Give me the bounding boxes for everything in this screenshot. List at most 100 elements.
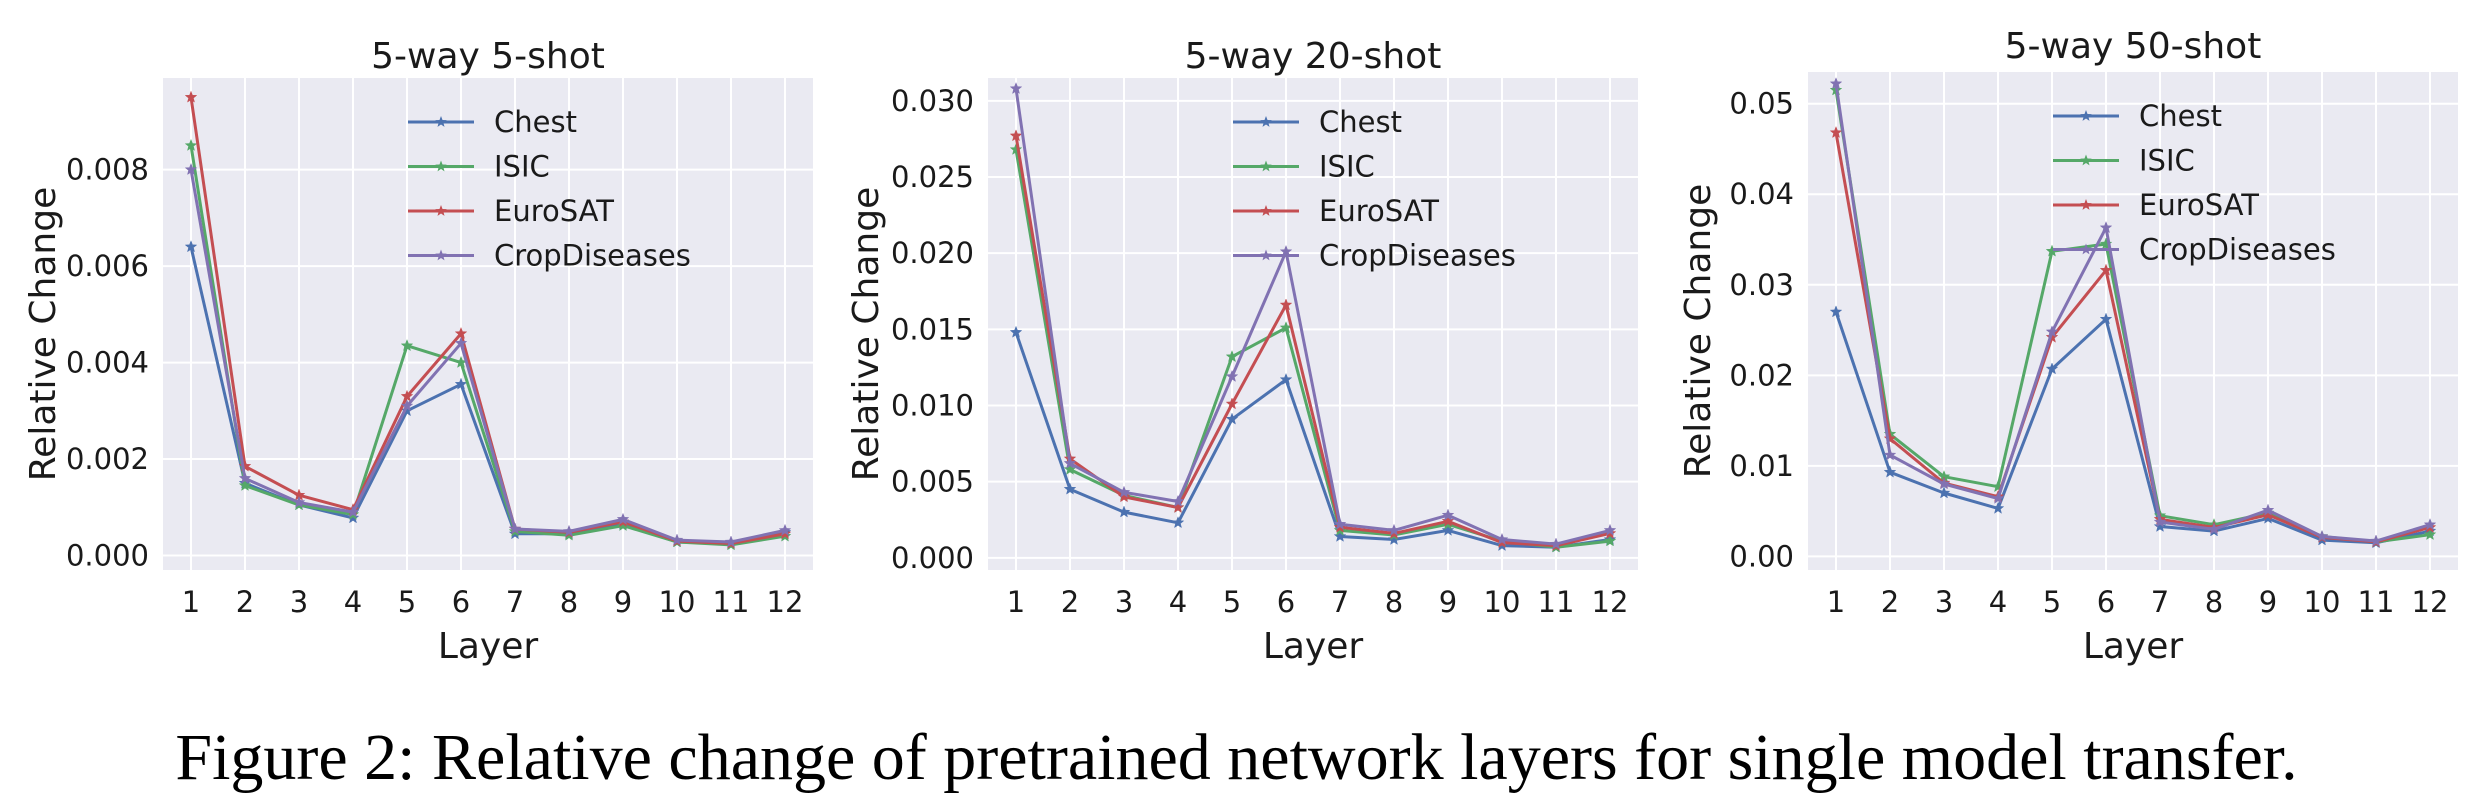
data-point <box>400 404 414 417</box>
data-point <box>2369 534 2383 547</box>
data-point <box>1441 523 1455 536</box>
x-tick-label: 2 <box>236 585 254 619</box>
legend-marker <box>1260 249 1272 261</box>
chart-title: 5-way 5-shot <box>371 36 605 77</box>
legend-marker <box>1260 160 1272 172</box>
y-tick-label: 0.002 <box>66 442 149 476</box>
x-tick-label: 7 <box>1331 585 1349 619</box>
chart-panel-3: 1 2 3 4 5 6 7 8 9 10 11 120.000.010.020.030.040.055… <box>1678 26 2458 667</box>
data-point <box>2261 503 2275 516</box>
data-point <box>454 377 468 390</box>
data-point <box>1171 500 1185 513</box>
data-point <box>1063 482 1077 495</box>
x-tick-label: 1 <box>1007 585 1025 619</box>
series-line <box>1014 88 1611 546</box>
data-point <box>1009 142 1023 155</box>
data-point <box>184 240 198 253</box>
data-point <box>1009 325 1023 338</box>
data-point <box>1991 491 2005 504</box>
y-axis-label: Relative Change <box>23 187 64 481</box>
data-point <box>2045 362 2059 375</box>
data-point <box>1549 537 1563 550</box>
y-tick-label: 0.05 <box>1729 87 1794 121</box>
plot-area <box>1808 72 2458 570</box>
x-tick-label: 5 <box>1223 585 1241 619</box>
x-tick-label: 5 <box>2043 585 2061 619</box>
data-point <box>292 495 306 508</box>
data-point <box>1883 465 1897 478</box>
y-tick-label: 0.04 <box>1729 177 1794 211</box>
data-point <box>2423 528 2437 541</box>
legend: Chest ISIC EuroSAT CropDiseases <box>408 105 691 273</box>
data-point <box>1387 532 1401 545</box>
y-tick-label: 0.008 <box>66 153 149 187</box>
y-tick-label: 0.005 <box>891 465 974 499</box>
data-point <box>346 511 360 524</box>
legend-entry-isic: ISIC <box>1319 150 1375 184</box>
data-point <box>1225 397 1239 410</box>
x-axis-label: Layer <box>2083 626 2184 667</box>
data-point <box>2153 519 2167 532</box>
legend-entry-isic: ISIC <box>494 150 550 184</box>
data-point <box>400 389 414 402</box>
x-tick-label: 10 <box>659 585 696 619</box>
data-point <box>1883 448 1897 461</box>
plot-area <box>988 78 1638 570</box>
series-line <box>1014 331 1611 549</box>
x-axis-label: Layer <box>1263 626 1364 667</box>
x-tick-label: 6 <box>1277 585 1295 619</box>
y-tick-label: 0.000 <box>891 541 974 575</box>
legend-entry-chest: Chest <box>494 105 577 139</box>
data-point <box>454 326 468 340</box>
data-point <box>1063 456 1077 469</box>
x-tick-label: 5 <box>398 585 416 619</box>
legend-marker <box>2080 199 2092 210</box>
plot-area <box>163 78 813 570</box>
legend-marker <box>1260 205 1272 216</box>
data-point <box>238 471 252 484</box>
x-tick-label: 11 <box>1538 585 1575 619</box>
legend-entry-eurosat: EuroSAT <box>1319 194 1439 228</box>
chart-panel-1: 1 2 3 4 5 6 7 8 9 10 11 120.0000.0020.0040.0060.008… <box>23 36 813 667</box>
x-tick-label: 11 <box>713 585 750 619</box>
y-tick-label: 0.02 <box>1729 358 1794 392</box>
data-point <box>1333 529 1347 542</box>
x-tick-label: 9 <box>2259 585 2277 619</box>
x-tick-label: 1 <box>1827 585 1845 619</box>
x-tick-label: 3 <box>1935 585 1953 619</box>
data-point <box>1937 477 1951 490</box>
x-tick-label: 1 <box>182 585 200 619</box>
data-point <box>1991 501 2005 514</box>
series-line <box>1834 83 2431 543</box>
legend-entry-cropdiseases: CropDiseases <box>1319 239 1516 273</box>
data-point <box>1829 126 1843 139</box>
x-tick-label: 8 <box>560 585 578 619</box>
legend-marker <box>2080 154 2092 166</box>
x-tick-label: 3 <box>290 585 308 619</box>
data-point <box>2045 325 2059 338</box>
legend: Chest ISIC EuroSAT CropDiseases <box>2053 99 2336 267</box>
figure-caption: Figure 2: Relative change of pretrained … <box>175 721 2298 794</box>
data-point <box>2153 515 2167 528</box>
data-point <box>1603 523 1617 536</box>
y-tick-label: 0.03 <box>1729 268 1794 302</box>
chart-title: 5-way 50-shot <box>2005 26 2262 67</box>
series-cropdiseases <box>1009 82 1617 550</box>
data-point <box>1009 82 1023 95</box>
y-tick-label: 0.004 <box>66 346 149 380</box>
data-point <box>1603 534 1617 547</box>
data-point <box>1117 505 1131 518</box>
data-point <box>2099 263 2113 276</box>
data-point <box>1279 298 1293 311</box>
data-point <box>238 478 252 491</box>
data-point <box>2423 517 2437 531</box>
x-tick-label: 9 <box>614 585 632 619</box>
x-tick-label: 4 <box>1989 585 2007 619</box>
x-axis-label: Layer <box>438 626 539 667</box>
y-tick-label: 0.00 <box>1729 539 1794 573</box>
data-point <box>2315 529 2329 542</box>
y-tick-label: 0.006 <box>66 249 149 283</box>
data-point <box>616 512 630 525</box>
y-tick-label: 0.020 <box>891 236 974 270</box>
